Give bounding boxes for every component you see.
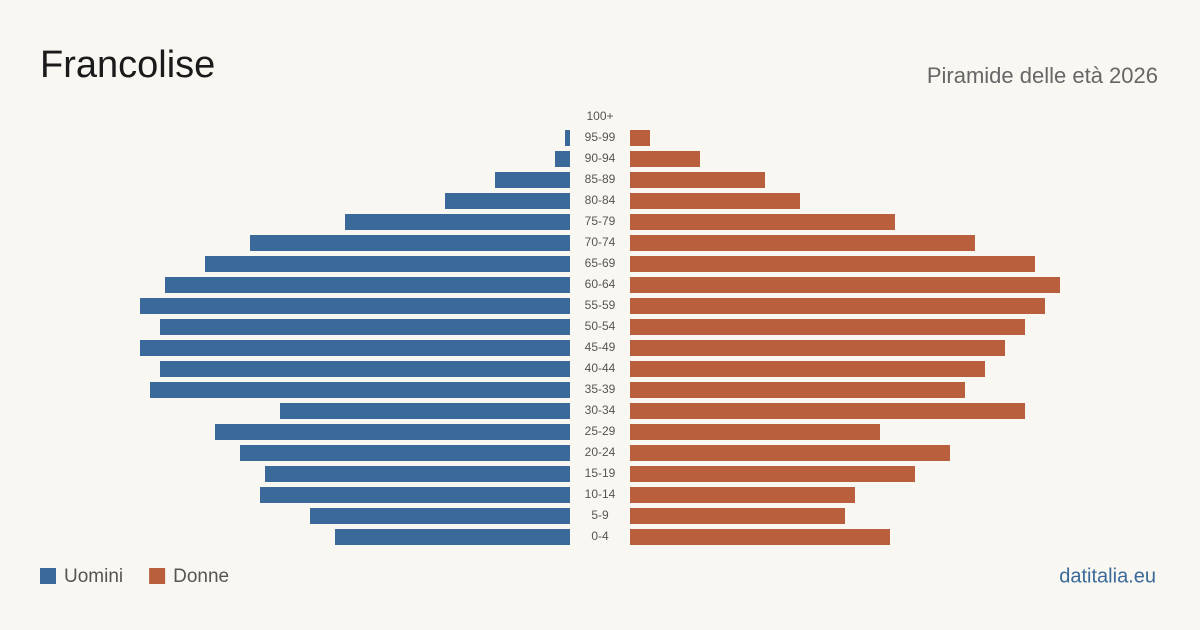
bar	[630, 193, 800, 209]
bar	[630, 508, 845, 524]
bar	[215, 424, 570, 440]
age-label: 45-49	[585, 340, 616, 354]
bar	[345, 214, 570, 230]
bar	[630, 466, 915, 482]
age-label: 50-54	[585, 319, 616, 333]
bar	[630, 130, 650, 146]
age-label: 5-9	[591, 508, 609, 522]
bar	[630, 298, 1045, 314]
chart-subtitle: Piramide delle età 2026	[927, 63, 1158, 88]
bar	[630, 319, 1025, 335]
bar	[310, 508, 570, 524]
age-label: 40-44	[585, 361, 616, 375]
bar	[630, 172, 765, 188]
bar	[265, 466, 570, 482]
legend-swatch	[149, 568, 166, 584]
bar	[160, 361, 570, 377]
bar	[630, 445, 950, 461]
bar	[140, 340, 570, 356]
bar	[160, 319, 570, 335]
age-label: 25-29	[585, 424, 616, 438]
age-label: 80-84	[585, 193, 616, 207]
bar	[495, 172, 570, 188]
bar	[150, 382, 570, 398]
bar	[250, 235, 570, 251]
age-label: 100+	[586, 109, 613, 123]
age-label: 75-79	[585, 214, 616, 228]
bar	[630, 382, 965, 398]
age-label: 10-14	[585, 487, 616, 501]
bar	[630, 403, 1025, 419]
bar	[630, 151, 700, 167]
age-label: 35-39	[585, 382, 616, 396]
age-label: 15-19	[585, 466, 616, 480]
bar	[630, 361, 985, 377]
age-label: 70-74	[585, 235, 616, 249]
age-label: 55-59	[585, 298, 616, 312]
age-label: 60-64	[585, 277, 616, 291]
age-label: 85-89	[585, 172, 616, 186]
bar	[205, 256, 570, 272]
legend-swatch	[40, 568, 56, 584]
legend-label: Donne	[173, 566, 229, 587]
bar	[280, 403, 570, 419]
bar	[630, 424, 880, 440]
bar	[165, 277, 570, 293]
bar	[565, 130, 570, 146]
age-label: 90-94	[585, 151, 616, 165]
age-label: 65-69	[585, 256, 616, 270]
bar	[630, 277, 1060, 293]
bar	[630, 529, 890, 545]
bar	[630, 487, 855, 503]
bar	[140, 298, 570, 314]
bar	[335, 529, 570, 545]
bar	[630, 340, 1005, 356]
age-label: 20-24	[585, 445, 616, 459]
legend-label: Uomini	[64, 566, 123, 587]
bar	[555, 151, 570, 167]
bar	[630, 214, 895, 230]
bar	[630, 256, 1035, 272]
bar	[445, 193, 570, 209]
bar	[260, 487, 570, 503]
chart-title: Francolise	[40, 44, 215, 86]
age-label: 0-4	[591, 529, 609, 543]
age-label: 95-99	[585, 130, 616, 144]
source: datitalia.eu	[1059, 565, 1156, 587]
age-label: 30-34	[585, 403, 616, 417]
bar	[630, 235, 975, 251]
bar	[240, 445, 570, 461]
